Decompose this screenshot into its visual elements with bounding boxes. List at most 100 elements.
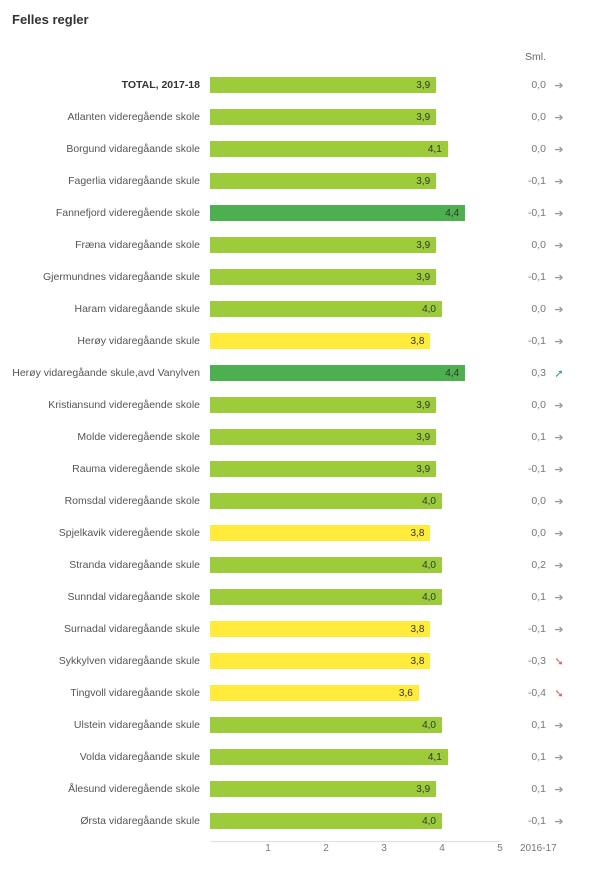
bar-value: 4,1 xyxy=(428,752,442,763)
bar: 4,0 xyxy=(210,557,442,573)
sml-value: 0,0 xyxy=(500,143,550,155)
chart-row: Fræna vidaregåande skole3,90,0➔ xyxy=(12,231,585,259)
bar-cell: 3,8 xyxy=(210,523,500,543)
bar: 4,4 xyxy=(210,205,465,221)
bar-value: 4,4 xyxy=(445,208,459,219)
bar: 4,1 xyxy=(210,749,448,765)
trend-arrow-icon: ➔ xyxy=(554,400,563,412)
bar: 3,9 xyxy=(210,173,436,189)
bar-cell: 3,9 xyxy=(210,267,500,287)
row-label: TOTAL, 2017-18 xyxy=(12,79,210,91)
row-label: Tingvoll vidaregåande skole xyxy=(12,687,210,699)
bar: 4,1 xyxy=(210,141,448,157)
chart-row: Sykkylven vidaregåande skule3,8-0,3➘ xyxy=(12,647,585,675)
bar-value: 3,8 xyxy=(410,656,424,667)
row-label: Ørsta vidaregåande skule xyxy=(12,815,210,827)
sml-value: -0,1 xyxy=(500,271,550,283)
chart-row: Spjelkavik videregående skole3,80,0➔ xyxy=(12,519,585,547)
trend-arrow-icon: ➔ xyxy=(554,592,563,604)
sml-header: Sml. xyxy=(500,51,550,63)
row-label: Ulstein vidaregåande skule xyxy=(12,719,210,731)
row-label: Fræna vidaregåande skole xyxy=(12,239,210,251)
bar-cell: 4,0 xyxy=(210,715,500,735)
bar: 3,8 xyxy=(210,653,430,669)
chart-row: Kristiansund videregående skole3,9 0,0 ➔ xyxy=(12,391,585,419)
chart-row: Molde videregående skole3,90,1➔ xyxy=(12,423,585,451)
x-tick: 4 xyxy=(439,843,445,854)
bar-value: 4,0 xyxy=(422,304,436,315)
sml-value: 0,0 xyxy=(500,239,550,251)
sml-value: 0,0 xyxy=(500,399,550,411)
bar-cell: 3,9 xyxy=(210,235,500,255)
trend-arrow-icon: ➔ xyxy=(554,752,563,764)
trend-arrow-icon: ➔ xyxy=(554,528,563,540)
chart-row: Sunndal vidaregåande skole4,0 0,1 ➔ xyxy=(12,583,585,611)
trend-arrow-icon: ➔ xyxy=(554,336,563,348)
row-label: Sunndal vidaregåande skole xyxy=(12,591,210,603)
trend-arrow-icon: ➔ xyxy=(554,784,563,796)
row-label: Kristiansund videregående skole xyxy=(12,399,210,411)
chart-row: TOTAL, 2017-183,90,0➔ xyxy=(12,71,585,99)
trend-arrow-icon: ➚ xyxy=(554,368,563,380)
bar-value: 3,8 xyxy=(410,528,424,539)
sml-value: 0,1 xyxy=(500,719,550,731)
bar-cell: 3,8 xyxy=(210,651,500,671)
sml-value: -0,1 xyxy=(500,335,550,347)
sml-value: -0,4 xyxy=(500,687,550,699)
sml-value: 0,2 xyxy=(500,559,550,571)
bar-cell: 4,4 xyxy=(210,363,500,383)
bar-cell: 3,9 xyxy=(210,779,500,799)
bar: 3,8 xyxy=(210,621,430,637)
chart-row: Borgund vidaregåande skole4,10,0➔ xyxy=(12,135,585,163)
bar-cell: 4,1 xyxy=(210,139,500,159)
chart-row: Surnadal vidaregåande skule3,8-0,1➔ xyxy=(12,615,585,643)
bar-cell: 4,0 xyxy=(210,299,500,319)
chart-row: Atlanten videregående skole3,90,0➔ xyxy=(12,103,585,131)
bar: 3,6 xyxy=(210,685,419,701)
bar-value: 3,9 xyxy=(416,272,430,283)
row-label: Herøy vidaregåande skule,avd Vanylven xyxy=(12,367,210,379)
bar: 4,4 xyxy=(210,365,465,381)
bar-cell: 4,0 xyxy=(210,491,500,511)
bar: 3,9 xyxy=(210,397,436,413)
bar: 4,0 xyxy=(210,589,442,605)
bar: 4,0 xyxy=(210,813,442,829)
row-label: Molde videregående skole xyxy=(12,431,210,443)
sml-value: -0,3 xyxy=(500,655,550,667)
bar-value: 4,0 xyxy=(422,560,436,571)
row-label: Surnadal vidaregåande skule xyxy=(12,623,210,635)
bar-value: 3,8 xyxy=(410,624,424,635)
row-label: Ålesund videregående skole xyxy=(12,783,210,795)
bar: 3,9 xyxy=(210,781,436,797)
bar-cell: 3,9 xyxy=(210,107,500,127)
sml-value: 0,3 xyxy=(500,367,550,379)
row-label: Romsdal videregåande skole xyxy=(12,495,210,507)
x-axis: 12345 2016-17 xyxy=(12,843,585,859)
chart-row: Ørsta vidaregåande skule4,0-0,1➔ xyxy=(12,807,585,835)
row-label: Atlanten videregående skole xyxy=(12,111,210,123)
bar-value: 3,9 xyxy=(416,240,430,251)
chart-container: Sml. TOTAL, 2017-183,90,0➔Atlanten vider… xyxy=(12,47,585,859)
trend-arrow-icon: ➔ xyxy=(554,80,563,92)
row-label: Gjermundnes vidaregåande skule xyxy=(12,271,210,283)
row-label: Herøy vidaregåande skule xyxy=(12,335,210,347)
bar-cell: 3,9 xyxy=(210,427,500,447)
sml-value: -0,1 xyxy=(500,207,550,219)
trend-arrow-icon: ➔ xyxy=(554,624,563,636)
chart-row: Haram vidaregåande skule4,00,0➔ xyxy=(12,295,585,323)
chart-row: Herøy vidaregåande skule3,8-0,1➔ xyxy=(12,327,585,355)
chart-row: Tingvoll vidaregåande skole3,6-0,4➘ xyxy=(12,679,585,707)
chart-row: Fagerlia vidaregåande skule3,9-0,1➔ xyxy=(12,167,585,195)
x-tick: 2 xyxy=(323,843,329,854)
bar-cell: 3,9 xyxy=(210,171,500,191)
bar-value: 4,0 xyxy=(422,816,436,827)
bar-value: 3,9 xyxy=(416,112,430,123)
sml-value: 0,1 xyxy=(500,591,550,603)
chart-rows: TOTAL, 2017-183,90,0➔Atlanten videregåen… xyxy=(12,71,585,835)
trend-arrow-icon: ➔ xyxy=(554,112,563,124)
sml-value: 0,1 xyxy=(500,751,550,763)
bar-cell: 3,6 xyxy=(210,683,500,703)
chart-row: Volda vidaregåande skule4,10,1➔ xyxy=(12,743,585,771)
bar-value: 3,9 xyxy=(416,176,430,187)
sml-value: -0,1 xyxy=(500,175,550,187)
